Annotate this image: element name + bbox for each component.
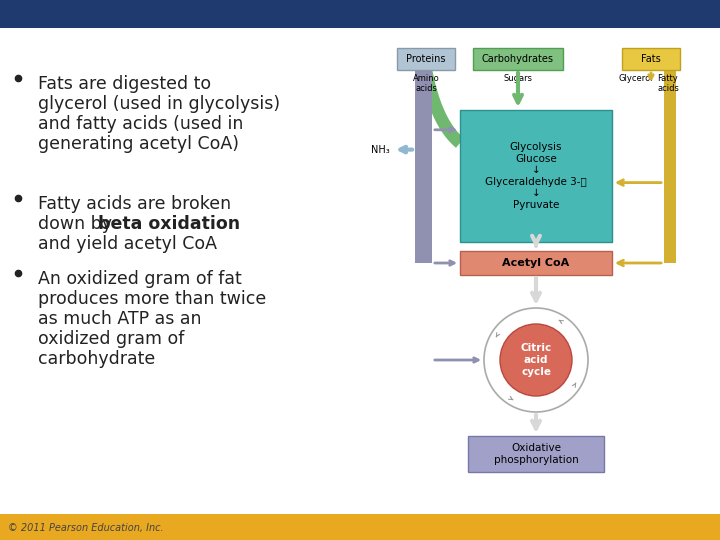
Text: and fatty acids (used in: and fatty acids (used in bbox=[38, 115, 243, 133]
Bar bbox=[0, 0, 720, 28]
Circle shape bbox=[500, 324, 572, 396]
FancyBboxPatch shape bbox=[468, 436, 604, 472]
Text: and yield acetyl CoA: and yield acetyl CoA bbox=[38, 235, 217, 253]
Text: Sugars: Sugars bbox=[503, 74, 533, 83]
Text: Oxidative
phosphorylation: Oxidative phosphorylation bbox=[494, 443, 578, 465]
Text: Fats are digested to: Fats are digested to bbox=[38, 75, 211, 93]
Text: oxidized gram of: oxidized gram of bbox=[38, 330, 184, 348]
Bar bbox=[664, 70, 676, 263]
Text: generating acetyl CoA): generating acetyl CoA) bbox=[38, 135, 239, 153]
Text: Acetyl CoA: Acetyl CoA bbox=[503, 258, 570, 268]
Text: as much ATP as an: as much ATP as an bbox=[38, 310, 202, 328]
Text: Fats: Fats bbox=[641, 54, 661, 64]
Bar bbox=[0, 514, 720, 540]
Text: beta oxidation: beta oxidation bbox=[98, 215, 240, 233]
Text: Proteins: Proteins bbox=[406, 54, 446, 64]
Text: carbohydrate: carbohydrate bbox=[38, 350, 156, 368]
FancyBboxPatch shape bbox=[460, 251, 612, 275]
Text: Glycerol: Glycerol bbox=[618, 74, 653, 83]
FancyBboxPatch shape bbox=[397, 48, 455, 70]
Text: Carbohydrates: Carbohydrates bbox=[482, 54, 554, 64]
FancyBboxPatch shape bbox=[622, 48, 680, 70]
Text: Fatty
acids: Fatty acids bbox=[657, 74, 679, 93]
Text: Citric
acid
cycle: Citric acid cycle bbox=[521, 343, 552, 376]
Text: An oxidized gram of fat: An oxidized gram of fat bbox=[38, 270, 242, 288]
Text: Fatty acids are broken: Fatty acids are broken bbox=[38, 195, 231, 213]
Text: glycerol (used in glycolysis): glycerol (used in glycolysis) bbox=[38, 95, 280, 113]
Bar bbox=[415, 70, 432, 263]
FancyBboxPatch shape bbox=[460, 110, 612, 242]
Text: © 2011 Pearson Education, Inc.: © 2011 Pearson Education, Inc. bbox=[8, 523, 163, 534]
Text: Amino
acids: Amino acids bbox=[413, 74, 439, 93]
Text: NH₃: NH₃ bbox=[372, 145, 390, 154]
Text: Glycolysis
Glucose
↓
Glyceraldehyde 3-ⓟ
↓
Pyruvate: Glycolysis Glucose ↓ Glyceraldehyde 3-ⓟ … bbox=[485, 142, 587, 210]
FancyBboxPatch shape bbox=[473, 48, 563, 70]
Text: produces more than twice: produces more than twice bbox=[38, 290, 266, 308]
Text: down by: down by bbox=[38, 215, 117, 233]
